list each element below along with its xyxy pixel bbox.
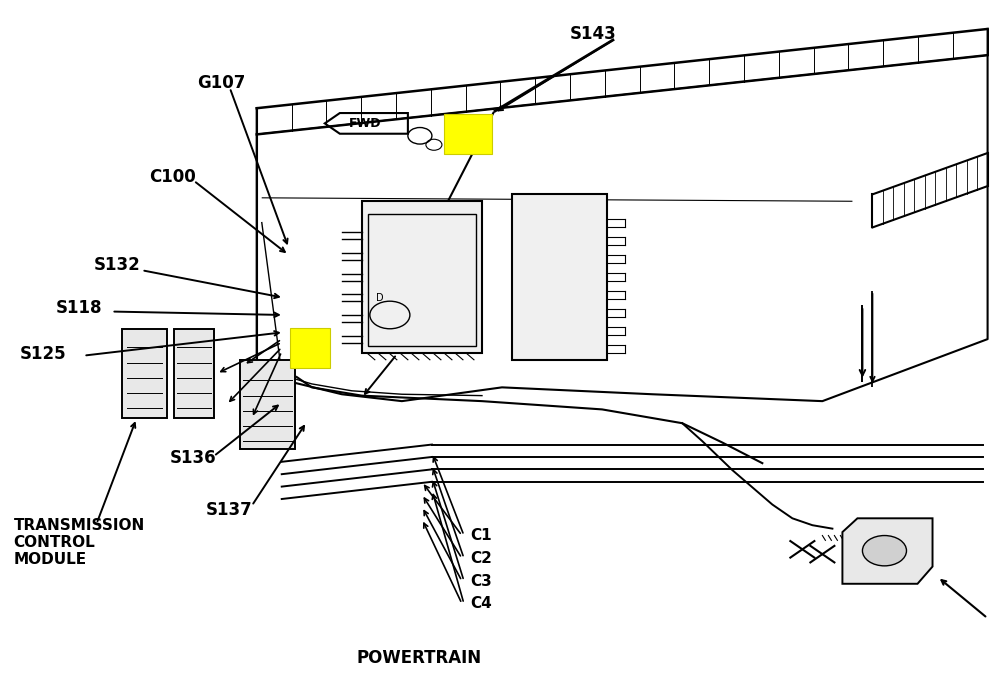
Text: S132: S132 <box>93 256 140 274</box>
Text: C2: C2 <box>469 551 491 566</box>
Circle shape <box>862 536 906 566</box>
Text: S136: S136 <box>170 448 216 466</box>
Bar <box>174 329 214 419</box>
Text: TRANSMISSION
CONTROL
MODULE: TRANSMISSION CONTROL MODULE <box>13 518 144 567</box>
Text: G107: G107 <box>197 74 245 92</box>
Bar <box>443 114 491 154</box>
Text: C3: C3 <box>469 574 491 588</box>
Text: S125: S125 <box>19 345 66 363</box>
Bar <box>290 328 329 368</box>
Polygon shape <box>324 113 407 134</box>
Text: D: D <box>376 293 383 303</box>
Text: S143: S143 <box>570 26 616 44</box>
Polygon shape <box>842 518 932 584</box>
Bar <box>367 214 475 346</box>
Text: POWERTRAIN: POWERTRAIN <box>356 648 481 666</box>
Bar <box>240 360 295 449</box>
Bar <box>361 201 481 353</box>
Text: S137: S137 <box>206 501 252 519</box>
Text: S118: S118 <box>55 299 102 317</box>
Text: C1: C1 <box>469 528 491 543</box>
Text: FWD: FWD <box>348 117 381 130</box>
Bar <box>121 329 166 419</box>
Text: C4: C4 <box>469 597 491 611</box>
Text: C100: C100 <box>149 168 197 186</box>
Bar <box>512 194 607 360</box>
